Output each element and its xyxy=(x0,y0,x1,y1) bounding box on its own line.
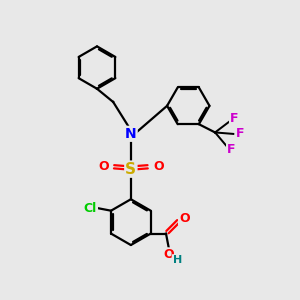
Text: O: O xyxy=(153,160,164,173)
Text: F: F xyxy=(227,143,236,156)
Text: O: O xyxy=(98,160,109,173)
Text: H: H xyxy=(172,255,182,265)
Text: F: F xyxy=(236,128,244,140)
Text: F: F xyxy=(230,112,238,125)
Text: N: N xyxy=(125,127,137,141)
Text: O: O xyxy=(164,248,174,261)
Text: S: S xyxy=(125,162,136,177)
Text: O: O xyxy=(179,212,190,225)
Text: Cl: Cl xyxy=(84,202,97,215)
